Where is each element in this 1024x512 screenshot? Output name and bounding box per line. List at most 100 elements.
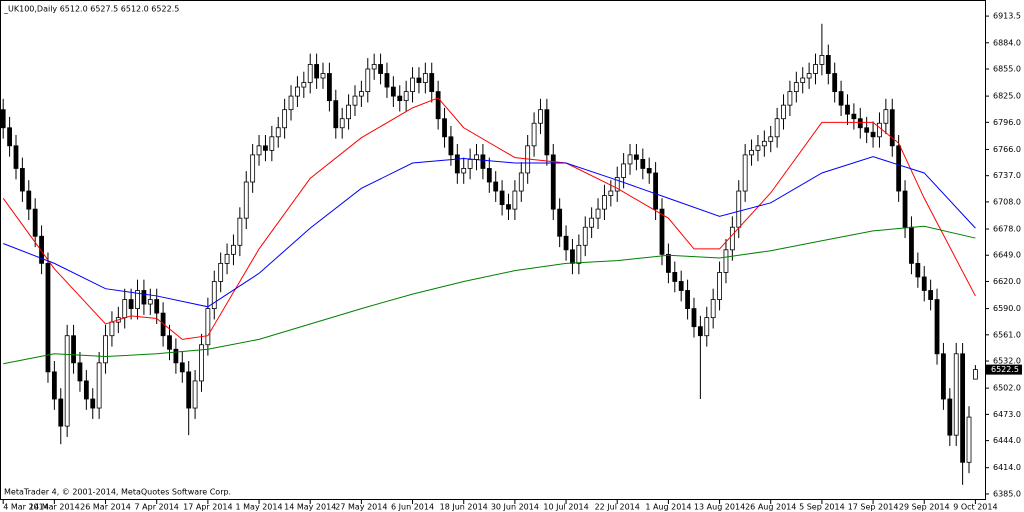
candle-body [781, 104, 786, 120]
candle-body [237, 217, 243, 246]
candle-body [358, 91, 364, 97]
candle-body [646, 168, 652, 174]
candle-body [813, 64, 818, 74]
candle-body [973, 369, 978, 380]
candle-body [122, 299, 128, 319]
candle-body [147, 299, 153, 305]
candle-body [83, 380, 89, 400]
candle-body [845, 104, 850, 115]
candle-body [806, 73, 812, 79]
x-tick-label: 1 Aug 2014 [645, 503, 691, 512]
candle-body [832, 73, 838, 92]
candle-body [7, 127, 12, 147]
candle-body [902, 190, 908, 228]
y-tick-label: 6561.0 [993, 330, 1021, 339]
y-tick-label: 6766.0 [993, 145, 1021, 154]
candle-body [736, 190, 742, 228]
candle-body [384, 73, 390, 88]
candle-body [544, 109, 550, 156]
candle-body [947, 398, 953, 436]
candle-body [346, 104, 351, 120]
x-tick-label: 17 Apr 2014 [183, 503, 232, 512]
candle-body [634, 154, 639, 160]
candle-body [231, 244, 236, 255]
candle-body [90, 398, 96, 409]
y-tick-label: 6473.0 [993, 410, 1021, 419]
candle-body [678, 281, 684, 291]
candle-body [288, 95, 294, 111]
candle-body [307, 64, 313, 83]
candle-body [941, 353, 946, 400]
candle-body [480, 154, 486, 169]
candle-body [538, 109, 543, 124]
candle-body [141, 290, 147, 305]
y-tick-label: 6884.0 [993, 38, 1021, 47]
y-tick-label: 6502.0 [993, 384, 1021, 393]
candle-body [77, 362, 83, 382]
candle-body [672, 272, 678, 282]
candle-body [39, 235, 44, 264]
candle-body [45, 262, 51, 373]
candle-body [103, 335, 108, 364]
candle-body [640, 159, 646, 169]
candle-body [909, 226, 914, 264]
candle-body [877, 122, 882, 138]
chart-header: _UK100,Daily 6512.0 6527.5 6512.0 6522.5 [3, 5, 179, 14]
candle-body [186, 371, 192, 409]
candle-body [333, 100, 339, 129]
y-tick-label: 6737.0 [993, 171, 1021, 180]
y-tick-label: 6913.5 [993, 12, 1021, 21]
candle-body [461, 168, 467, 174]
candle-body [218, 262, 224, 282]
candle-body [602, 195, 607, 210]
candle-body [263, 145, 268, 151]
candle-body [416, 77, 422, 83]
candle-body [365, 68, 371, 92]
candle-body [563, 235, 569, 251]
candle-body [774, 118, 780, 138]
candle-body [378, 64, 383, 74]
candle-body [192, 380, 198, 409]
candle-body [211, 281, 217, 309]
candle-body [282, 109, 288, 129]
x-tick-label: 10 Jul 2014 [543, 503, 588, 512]
candle-body [205, 308, 211, 346]
candle-body [608, 190, 614, 196]
x-tick-label: 4 Mar 2014 [3, 503, 49, 512]
candle-body [589, 217, 595, 228]
y-tick-label: 6825.0 [993, 92, 1021, 101]
candle-body [825, 55, 831, 74]
x-tick-label: 18 Jun 2014 [440, 503, 488, 512]
candle-body [320, 73, 326, 79]
candle-body [275, 127, 281, 138]
candle-body [960, 353, 966, 463]
candle-body [896, 145, 902, 192]
candle-body [474, 154, 479, 160]
candle-body [749, 149, 754, 156]
y-tick-label: 6796.0 [993, 118, 1021, 127]
candle-body [934, 299, 940, 355]
candle-body [729, 226, 735, 251]
candle-body [486, 168, 492, 183]
x-tick-label: 14 May 2014 [284, 503, 336, 512]
candle-body [883, 109, 889, 124]
candle-body [493, 181, 499, 192]
candle-body [665, 253, 671, 273]
moving-average [3, 156, 976, 308]
candle-body [659, 208, 665, 255]
candle-body [685, 290, 690, 309]
y-tick-label: 6385.0 [993, 489, 1021, 498]
candle-body [761, 140, 767, 147]
candle-body [154, 299, 160, 314]
candle-body [570, 249, 575, 264]
candle-body [224, 253, 230, 264]
candle-body [819, 55, 825, 65]
candle-body [32, 208, 38, 237]
y-tick-label: 6590.0 [993, 304, 1021, 313]
candle-body [173, 348, 179, 364]
candle-body [96, 362, 102, 409]
candle-body [435, 91, 441, 120]
candle-body [314, 64, 320, 79]
candle-body [710, 299, 716, 319]
